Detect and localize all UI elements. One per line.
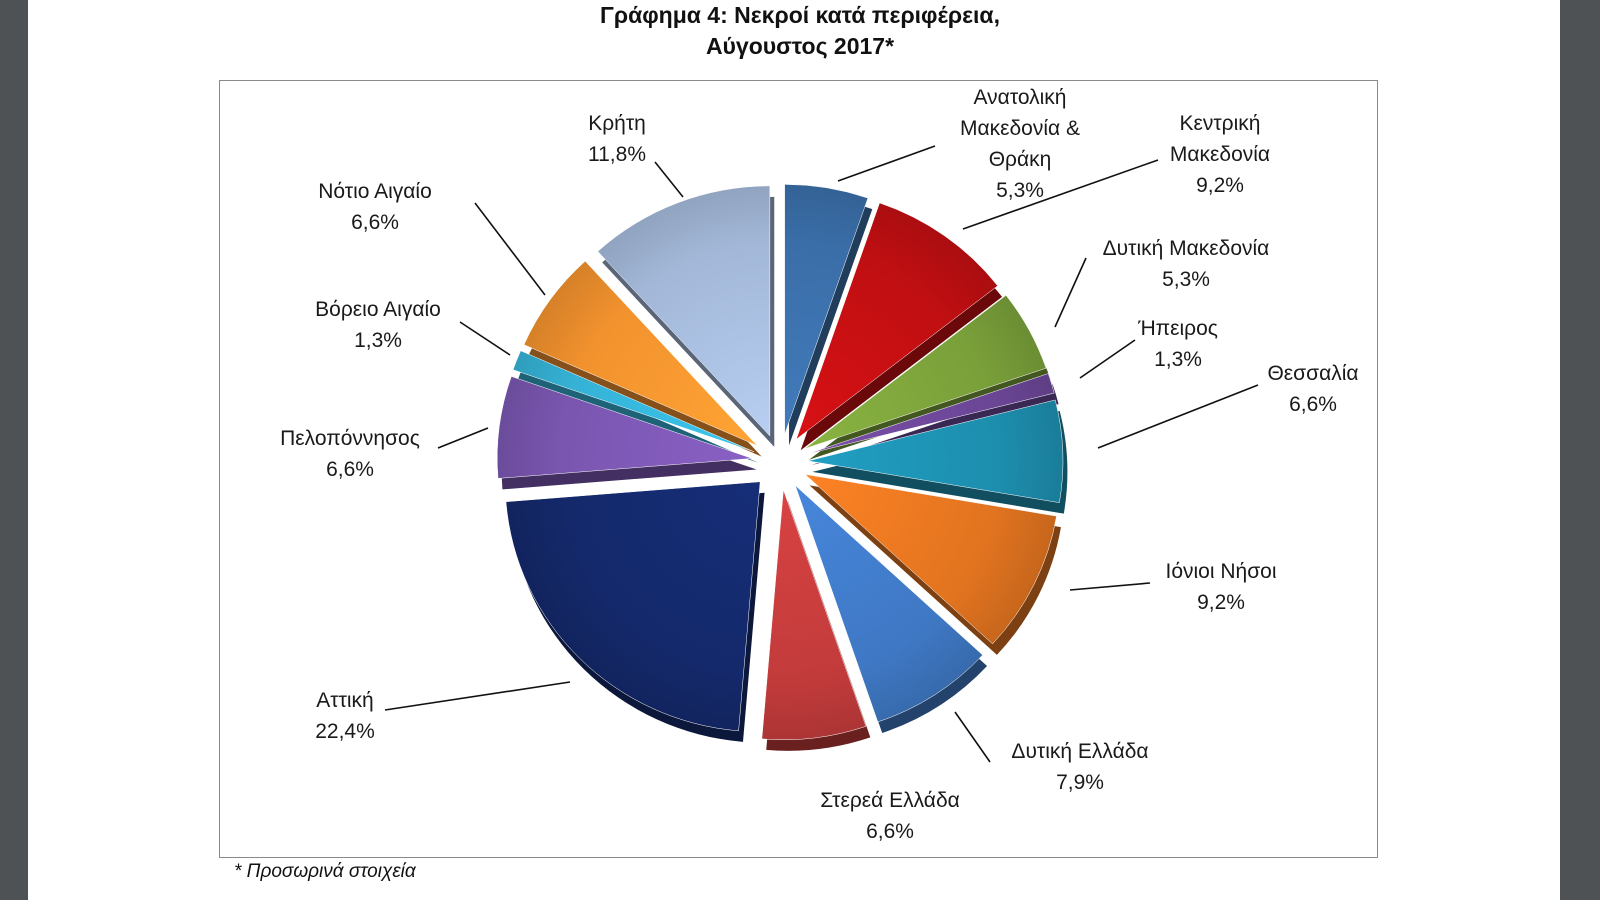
pie-slice (795, 485, 984, 723)
leader-line (1069, 582, 1151, 591)
slice-label: Θεσσαλία 6,6% (1267, 362, 1358, 416)
leader-line (1054, 257, 1087, 328)
pie-slice (806, 373, 1055, 455)
leader-line (962, 159, 1159, 230)
leader-line (1079, 339, 1136, 379)
pie-slice (804, 294, 1047, 449)
pie-slice (795, 202, 999, 440)
leader-line (837, 145, 936, 182)
slice-label: Ήπειρος 1,3% (1137, 317, 1218, 371)
leader-line (459, 321, 511, 356)
slice-label: Κεντρική Μακεδονία 9,2% (1170, 112, 1270, 197)
slice-label: Αττική 22,4% (315, 689, 375, 743)
pie-slice (761, 489, 867, 740)
leader-line (474, 202, 546, 296)
slice-label: Στερεά Ελλάδα 6,6% (820, 789, 960, 843)
leader-line (654, 161, 684, 198)
footnote: * Προσωρινά στοιχεία (234, 861, 416, 882)
pie-slice (597, 185, 771, 437)
leader-line (384, 681, 571, 711)
slice-label: Ιόνιοι Νήσοι 9,2% (1165, 560, 1276, 614)
slice-label: Βόρειο Αιγαίο 1,3% (315, 298, 441, 352)
chart-title-block: Γράφημα 4: Νεκροί κατά περιφέρεια, Αύγου… (0, 0, 1600, 62)
pie-slice (804, 473, 1057, 645)
slice-label: Ανατολική Μακεδονία & Θράκη 5,3% (960, 86, 1080, 202)
pie-slice (784, 184, 869, 435)
slice-label: Νότιο Αιγαίο 6,6% (318, 180, 432, 234)
slice-label: Κρήτη 11,8% (588, 112, 646, 166)
pie-slice (497, 376, 753, 479)
slice-label: Δυτική Μακεδονία 5,3% (1103, 237, 1270, 291)
chart-title: Γράφημα 4: Νεκροί κατά περιφέρεια, (600, 2, 1000, 28)
chart-subtitle: Αύγουστος 2017* (705, 33, 895, 59)
slice-label: Πελοπόννησος 6,6% (280, 427, 420, 481)
pie-slice (512, 350, 755, 452)
pie-slice (523, 260, 758, 446)
leader-line (437, 427, 489, 449)
leader-line (954, 711, 991, 763)
leader-line (1097, 384, 1259, 449)
pie-slice (505, 481, 761, 732)
pie-slice (807, 399, 1064, 503)
slice-label: Δυτική Ελλάδα 7,9% (1011, 740, 1148, 794)
